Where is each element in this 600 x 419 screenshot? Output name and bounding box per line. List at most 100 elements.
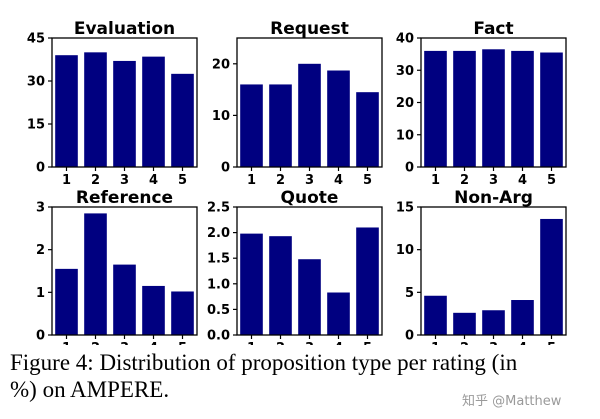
bar [511, 50, 534, 167]
bar [269, 236, 292, 335]
x-tick-label: 2 [91, 341, 100, 345]
axes-frame [236, 206, 383, 336]
y-tick-label: 10 [396, 128, 414, 143]
x-tick-label: 1 [431, 341, 440, 345]
x-tick-label: 5 [178, 173, 187, 188]
y-tick-label: 1.5 [207, 252, 230, 267]
bar [142, 285, 165, 335]
bar [113, 60, 136, 167]
y-tick-label: 2.5 [207, 201, 230, 216]
x-tick-label: 1 [62, 341, 71, 345]
y-tick-label: 2.0 [207, 226, 230, 241]
y-tick-label: 0 [36, 329, 45, 344]
bar [142, 56, 165, 168]
y-tick-label: 0.5 [207, 303, 230, 318]
y-tick-label: 1 [36, 286, 45, 301]
x-tick-label: 2 [276, 173, 285, 188]
y-tick-label: 45 [27, 32, 45, 47]
figure-caption: Figure 4: Distribution of proposition ty… [10, 349, 595, 403]
axes-frame [51, 206, 198, 336]
y-tick-label: 15 [396, 201, 414, 216]
y-tick-label: 0 [221, 161, 230, 176]
bar [356, 227, 379, 335]
x-tick-label: 1 [431, 173, 440, 188]
x-tick-label: 4 [334, 173, 343, 188]
bar [356, 92, 379, 167]
x-tick-label: 1 [247, 173, 256, 188]
panel-non-arg: Non-Arg 1 2 3 4 5 0 5 10 15 [396, 188, 567, 345]
x-tick-label: 5 [547, 341, 556, 345]
x-tick-label: 3 [120, 173, 129, 188]
y-tick-label: 30 [396, 64, 414, 79]
bar [298, 63, 321, 167]
y-tick-label: 0 [405, 329, 414, 344]
x-tick-label: 1 [247, 341, 256, 345]
x-tick-label: 3 [489, 341, 498, 345]
y-tick-label: 5 [405, 286, 414, 301]
bar [424, 295, 447, 335]
panel-quote: Quote 1 2 3 4 5 0.0 0.5 1.0 1.5 2.0 2.5 [207, 188, 383, 345]
y-tick-label: 10 [212, 109, 230, 124]
panel-title: Non-Arg [454, 188, 533, 208]
x-tick-label: 3 [305, 173, 314, 188]
bar [453, 312, 476, 335]
axes-frame [51, 37, 198, 168]
y-tick-label: 15 [27, 118, 45, 133]
y-tick-label: 0.0 [207, 329, 230, 344]
caption-line-1: Figure 4: Distribution of proposition ty… [10, 350, 518, 375]
x-tick-label: 1 [62, 173, 71, 188]
x-tick-label: 2 [460, 341, 469, 345]
watermark: 知乎 @Matthew [462, 394, 562, 409]
x-tick-label: 5 [547, 173, 556, 188]
axes-frame [236, 37, 383, 168]
bar [240, 233, 263, 335]
bar [269, 84, 292, 167]
panel-title: Request [270, 19, 349, 39]
y-tick-label: 20 [396, 96, 414, 111]
x-tick-label: 4 [149, 341, 158, 345]
bar [540, 52, 563, 168]
bar [482, 310, 505, 335]
bar [55, 268, 78, 335]
panel-reference: Reference 1 2 3 4 5 0 1 2 3 [36, 188, 198, 345]
y-tick-label: 3 [36, 201, 45, 216]
y-tick-label: 20 [212, 57, 230, 72]
x-tick-label: 4 [518, 341, 527, 345]
x-tick-label: 3 [489, 173, 498, 188]
x-tick-label: 5 [178, 341, 187, 345]
x-tick-label: 3 [305, 341, 314, 345]
x-tick-label: 5 [363, 341, 372, 345]
bar [240, 84, 263, 167]
caption-line-2: %) on AMPERE. [10, 377, 170, 402]
bar [113, 264, 136, 335]
axes-frame [420, 37, 567, 168]
axes-frame [420, 206, 567, 336]
bar [171, 73, 194, 167]
bar [55, 55, 78, 168]
bar [298, 259, 321, 335]
panel-title: Quote [281, 188, 339, 208]
bar [327, 292, 350, 335]
bar [482, 49, 505, 167]
x-tick-label: 4 [334, 341, 343, 345]
y-tick-label: 0 [405, 161, 414, 176]
x-tick-label: 3 [120, 341, 129, 345]
bar [171, 291, 194, 335]
x-tick-label: 4 [518, 173, 527, 188]
panel-title: Fact [473, 19, 513, 39]
bar [540, 218, 563, 335]
x-tick-label: 2 [91, 173, 100, 188]
x-tick-label: 2 [276, 341, 285, 345]
panel-request: Request 1 2 3 4 5 0 10 20 [212, 19, 383, 188]
bar [327, 70, 350, 167]
x-tick-label: 4 [149, 173, 158, 188]
panel-title: Reference [76, 188, 173, 208]
bar [453, 50, 476, 167]
x-tick-label: 5 [363, 173, 372, 188]
bar [84, 213, 107, 335]
y-tick-label: 30 [27, 75, 45, 90]
y-tick-label: 2 [36, 243, 45, 258]
panel-title: Evaluation [74, 19, 175, 39]
bar [84, 52, 107, 168]
